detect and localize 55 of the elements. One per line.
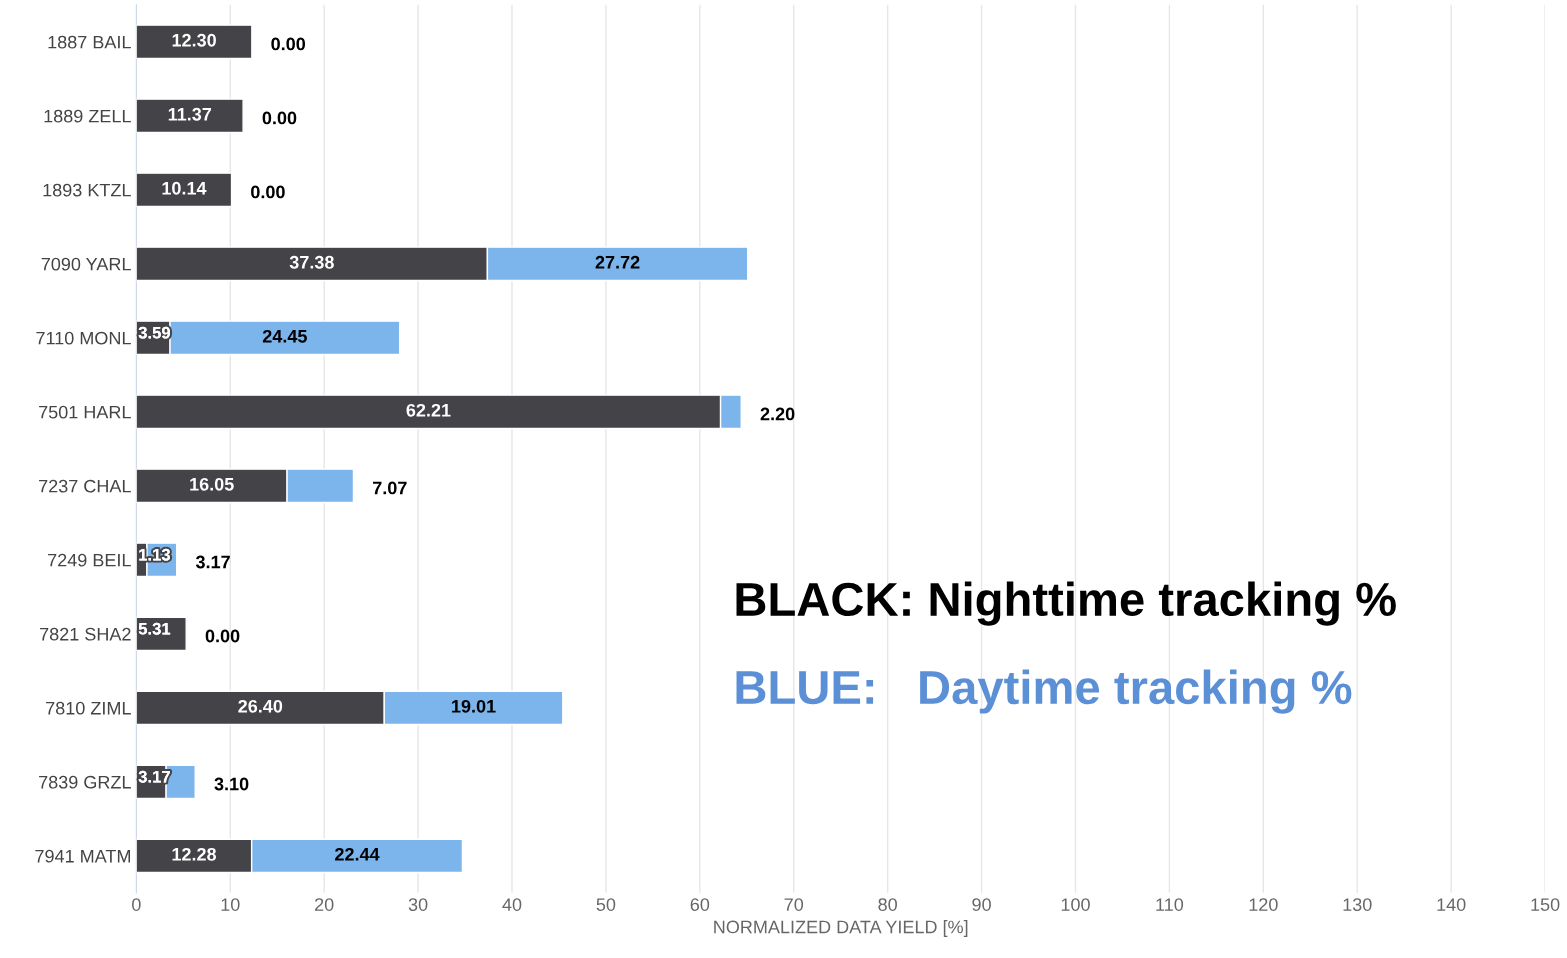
data-label: 0.00 xyxy=(271,37,306,51)
x-tick-label: 120 xyxy=(1249,898,1278,911)
x-tick-label: 90 xyxy=(972,898,991,911)
x-tick-label: 80 xyxy=(878,898,897,911)
data-label: 62.21 xyxy=(406,403,451,417)
data-label: 3.10 xyxy=(214,777,249,791)
y-tick-label: 7821 SHA2 xyxy=(40,627,131,641)
data-label: 0.00 xyxy=(262,111,297,125)
y-tick-label: 7810 ZIML xyxy=(46,701,131,715)
y-tick-label: 1893 KTZL xyxy=(43,183,131,197)
data-label: 19.01 xyxy=(452,699,496,713)
y-tick-label: 7249 BEIL xyxy=(48,553,131,567)
data-label: 12.30 xyxy=(172,33,216,47)
bar xyxy=(136,24,253,60)
x-tick-label: 70 xyxy=(784,898,804,911)
data-label: 27.72 xyxy=(595,255,640,269)
data-label: 0.00 xyxy=(251,185,285,199)
data-label: 16.05 xyxy=(190,477,234,491)
data-label: 7.07 xyxy=(373,481,407,495)
x-tick-label: 130 xyxy=(1343,898,1372,911)
bar xyxy=(136,98,244,134)
y-tick-label: 1887 BAIL xyxy=(48,35,131,49)
data-label: 5.31 xyxy=(138,622,171,635)
x-tick-label: 0 xyxy=(132,898,141,911)
x-axis-title: NORMALIZED DATA YIELD [%] xyxy=(714,920,968,937)
data-label: 0.00 xyxy=(205,629,240,643)
data-label: 2.20 xyxy=(760,407,795,421)
x-tick-label: 30 xyxy=(408,898,428,911)
data-label: 22.44 xyxy=(335,847,380,861)
x-tick-label: 40 xyxy=(502,898,522,911)
x-tick-label: 10 xyxy=(221,898,240,911)
data-label: 12.28 xyxy=(172,847,217,861)
x-tick-label: 110 xyxy=(1156,898,1184,911)
data-label: 24.45 xyxy=(262,329,307,343)
annotation: BLACK: Nighttime tracking % xyxy=(736,581,1396,626)
data-label: 3.17 xyxy=(195,555,230,569)
y-tick-label: 7237 CHAL xyxy=(39,479,131,493)
y-tick-label: 7090 YARL xyxy=(41,257,131,271)
x-tick-label: 140 xyxy=(1437,898,1466,911)
x-tick-label: 50 xyxy=(596,898,616,911)
y-tick-label: 1889 ZELL xyxy=(44,109,131,123)
x-tick-label: 20 xyxy=(315,898,334,911)
x-tick-label: 150 xyxy=(1531,898,1560,911)
x-tick-label: 60 xyxy=(690,898,710,911)
data-label: 37.38 xyxy=(289,255,334,269)
bar xyxy=(136,172,233,208)
y-tick-label: 7941 MATM xyxy=(35,849,130,863)
y-tick-label: 7110 MONL xyxy=(36,331,131,345)
x-tick-label: 100 xyxy=(1061,898,1090,911)
y-tick-label: 7839 GRZL xyxy=(39,775,131,789)
data-label: 26.40 xyxy=(238,699,283,713)
data-label: 10.14 xyxy=(162,181,207,195)
data-label: 11.37 xyxy=(168,107,212,121)
y-tick-label: 7501 HARL xyxy=(39,405,131,419)
annotation: BLUE: Daytime tracking % xyxy=(736,669,1352,714)
